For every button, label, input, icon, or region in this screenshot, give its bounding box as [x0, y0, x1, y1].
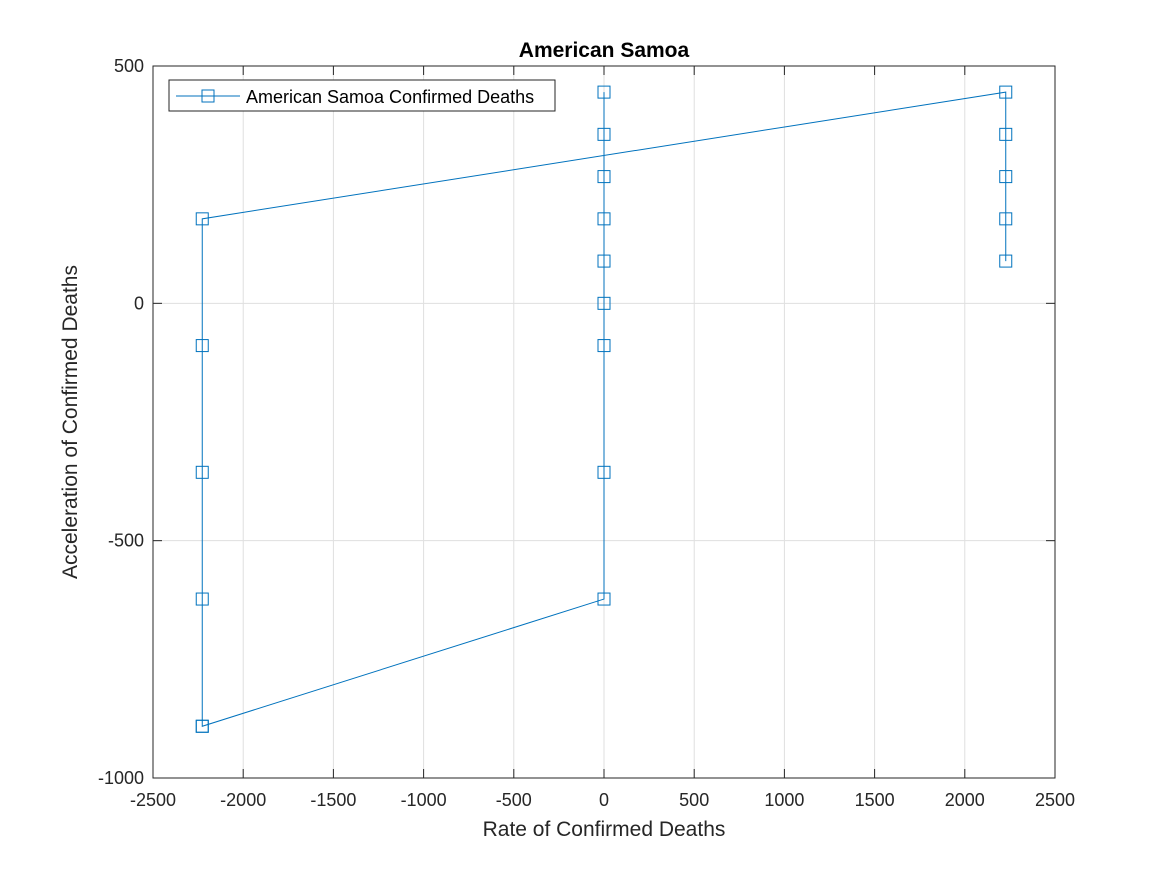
data-point-marker — [597, 296, 611, 310]
data-point-marker — [195, 465, 209, 479]
data-point-marker — [999, 85, 1013, 99]
data-point-marker — [597, 339, 611, 353]
y-axis-label: Acceleration of Confirmed Deaths — [59, 265, 82, 579]
series-layer — [195, 85, 1013, 733]
x-tick-label: -1000 — [401, 790, 447, 810]
data-point-marker — [597, 592, 611, 606]
data-point-marker — [597, 254, 611, 268]
y-tick-label: -500 — [108, 531, 144, 551]
x-tick-label: 1500 — [855, 790, 895, 810]
legend-box — [168, 79, 556, 112]
data-point-marker — [195, 592, 209, 606]
data-point-marker — [999, 254, 1013, 268]
x-tick-label: 2500 — [1035, 790, 1075, 810]
data-point-marker — [597, 85, 611, 99]
data-point-marker — [195, 212, 209, 226]
x-ticks: -2500 -2000 -1500 -1000 -500 0 500 1000 1500 2000… — [130, 66, 1075, 810]
x-tick-label: 2000 — [945, 790, 985, 810]
x-tick-label: 0 — [599, 790, 609, 810]
data-point-marker — [597, 170, 611, 184]
data-point-marker — [597, 212, 611, 226]
x-tick-label: 1000 — [764, 790, 804, 810]
data-point-marker — [195, 719, 209, 733]
legend-entry-label: American Samoa Confirmed Deaths — [246, 87, 534, 107]
series-line — [201, 91, 1007, 727]
data-point-marker — [999, 127, 1013, 141]
y-tick-label: -1000 — [98, 768, 144, 788]
legend-marker — [201, 89, 215, 103]
x-tick-label: -1500 — [310, 790, 356, 810]
data-point-marker — [999, 212, 1013, 226]
x-tick-label: -2000 — [220, 790, 266, 810]
chart-title: American Samoa — [519, 39, 690, 62]
data-point-marker — [195, 339, 209, 353]
legend: American Samoa Confirmed Deaths — [168, 79, 556, 112]
y-ticks: -1000 -500 0 500 — [98, 56, 1055, 788]
x-tick-label: -2500 — [130, 790, 176, 810]
x-tick-label: 500 — [679, 790, 709, 810]
data-point-marker — [597, 127, 611, 141]
data-point-marker — [597, 465, 611, 479]
y-tick-label: 500 — [114, 56, 144, 76]
x-axis-label: Rate of Confirmed Deaths — [483, 818, 726, 841]
data-point-marker — [999, 170, 1013, 184]
x-tick-label: -500 — [496, 790, 532, 810]
y-tick-label: 0 — [134, 293, 144, 313]
